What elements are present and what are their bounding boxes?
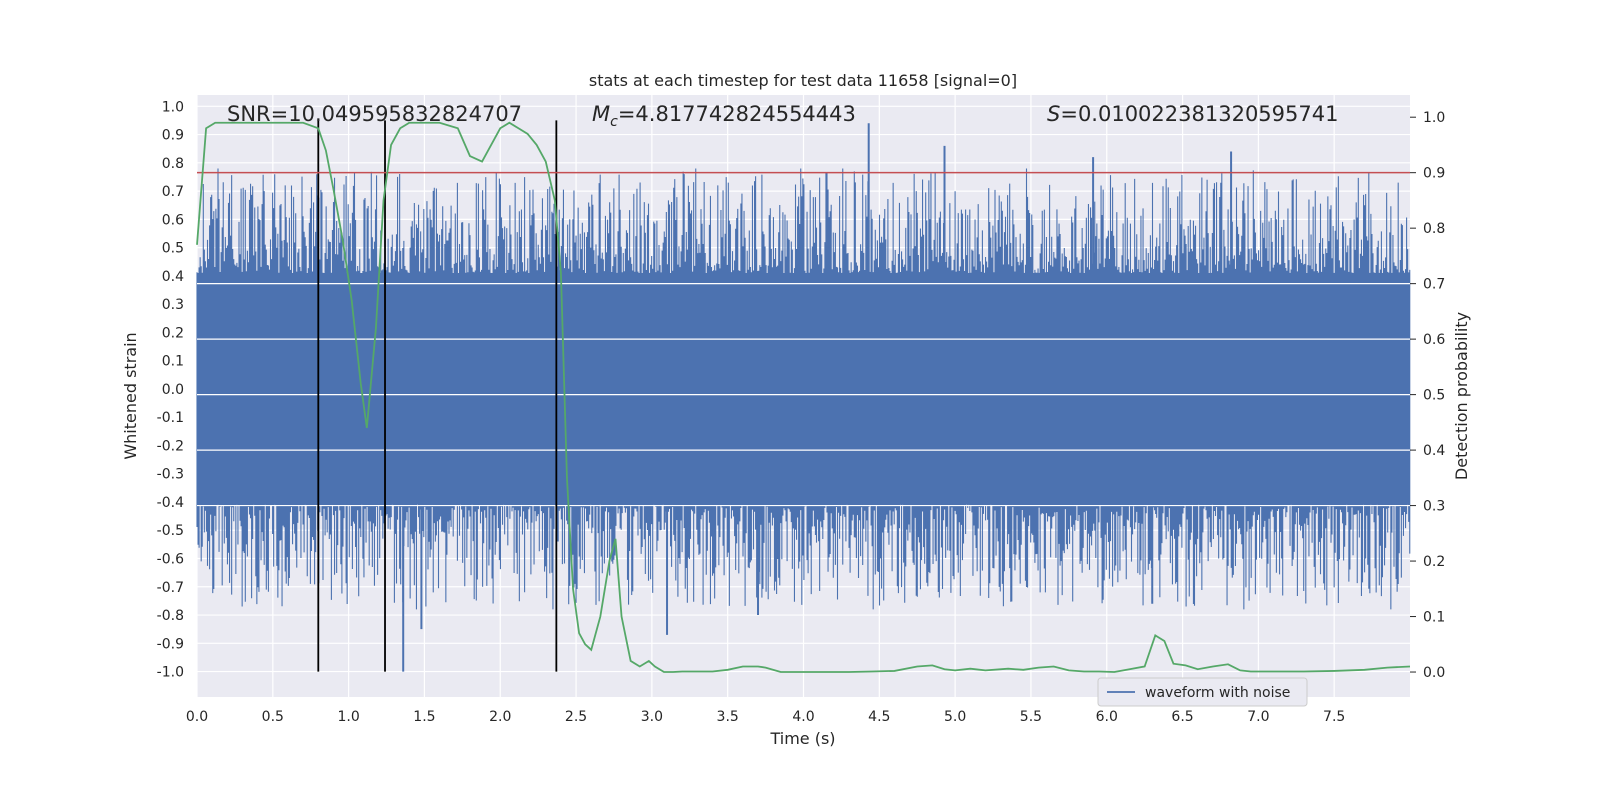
y-left-tick-label: 0.8 — [162, 156, 184, 172]
y-right-tick-label: 0.6 — [1423, 332, 1445, 348]
y-left-tick-label: -0.9 — [157, 636, 184, 652]
y-left-tick-label: -0.6 — [157, 552, 184, 568]
x-tick-label: 2.5 — [565, 709, 587, 725]
legend-box — [1097, 677, 1308, 707]
y-right-tick-label: 0.7 — [1423, 277, 1445, 293]
probability-line — [196, 121, 1411, 673]
y-right-tick-label: 0.0 — [1423, 665, 1445, 681]
x-tick-label: 3.0 — [641, 709, 663, 725]
x-tick-label: 6.0 — [1096, 709, 1118, 725]
x-tick-label: 7.0 — [1247, 709, 1269, 725]
tick-labels: 0.0 0.5 1.0 1.5 2.0 2.5 3.0 3.5 4.0 4.5 5.0 5.5 6.0 6… — [157, 99, 1446, 725]
x-tick-label: 0.0 — [186, 709, 208, 725]
probability-series — [196, 121, 1411, 673]
y-right-tick-label: 1.0 — [1423, 110, 1445, 126]
y-left-tick-label: 0.2 — [162, 325, 184, 341]
y-axis-left-label: Whitened strain — [121, 332, 140, 459]
legend: waveform with noise — [1097, 677, 1308, 707]
x-tick-label: 2.0 — [489, 709, 511, 725]
x-tick-label: 7.5 — [1323, 709, 1345, 725]
snr-annotation: SNR=10.049595832824707 — [227, 102, 522, 126]
y-axis-right-label: Detection probability — [1452, 312, 1471, 480]
y-right-tick-label: 0.9 — [1423, 166, 1445, 182]
y-left-tick-label: -0.4 — [157, 495, 184, 511]
y-left-tick-label: 0.5 — [162, 241, 184, 257]
y-left-tick-label: -0.8 — [157, 608, 184, 624]
x-tick-label: 0.5 — [262, 709, 284, 725]
x-tick-label: 1.5 — [413, 709, 435, 725]
y-right-tick-label: 0.3 — [1423, 499, 1445, 515]
y-left-tick-label: 1.0 — [162, 99, 184, 115]
x-tick-label: 3.5 — [717, 709, 739, 725]
chirp-mass-annotation: Mc=4.817742824554443 — [592, 102, 856, 130]
y-left-tick-label: 0.3 — [162, 297, 184, 313]
y-left-tick-label: -0.3 — [157, 467, 184, 483]
y-right-tick-label: 0.8 — [1423, 221, 1445, 237]
y-left-tick-label: 0.1 — [162, 354, 184, 370]
x-tick-label: 5.0 — [944, 709, 966, 725]
y-right-tick-label: 0.4 — [1423, 443, 1445, 459]
y-left-tick-label: -0.1 — [157, 410, 184, 426]
y-left-tick-label: -0.7 — [157, 580, 184, 596]
x-tick-label: 1.0 — [337, 709, 359, 725]
chirp-mass-symbol: M — [592, 102, 610, 126]
y-right-tick-label: 0.5 — [1423, 388, 1445, 404]
s-symbol: S — [1047, 102, 1060, 126]
y-left-tick-label: 0.6 — [162, 212, 184, 228]
y-left-tick-label: 0.7 — [162, 184, 184, 200]
s-value: =0.010022381320595741 — [1060, 102, 1338, 126]
x-tick-label: 6.5 — [1171, 709, 1193, 725]
y-left-tick-label: -1.0 — [157, 665, 184, 681]
waveform-noise — [196, 168, 1411, 610]
y-left-tick-label: 0.9 — [162, 128, 184, 144]
s-annotation: S=0.010022381320595741 — [1047, 102, 1338, 126]
x-tick-label: 5.5 — [1020, 709, 1042, 725]
y-left-tick-label: 0.0 — [162, 382, 184, 398]
chirp-mass-value: =4.817742824554443 — [618, 102, 856, 126]
x-tick-label: 4.0 — [792, 709, 814, 725]
x-axis-label: Time (s) — [769, 729, 835, 748]
y-left-tick-label: -0.2 — [157, 438, 184, 454]
chart-title: stats at each timestep for test data 116… — [589, 71, 1017, 90]
y-left-tick-label: -0.5 — [157, 523, 184, 539]
legend-label: waveform with noise — [1145, 685, 1290, 701]
y-right-tick-label: 0.1 — [1423, 610, 1445, 626]
y-left-tick-label: 0.4 — [162, 269, 184, 285]
y-right-tick-label: 0.2 — [1423, 554, 1445, 570]
chirp-mass-subscript: c — [610, 114, 618, 130]
x-tick-label: 4.5 — [868, 709, 890, 725]
waveform-series — [196, 123, 1411, 672]
